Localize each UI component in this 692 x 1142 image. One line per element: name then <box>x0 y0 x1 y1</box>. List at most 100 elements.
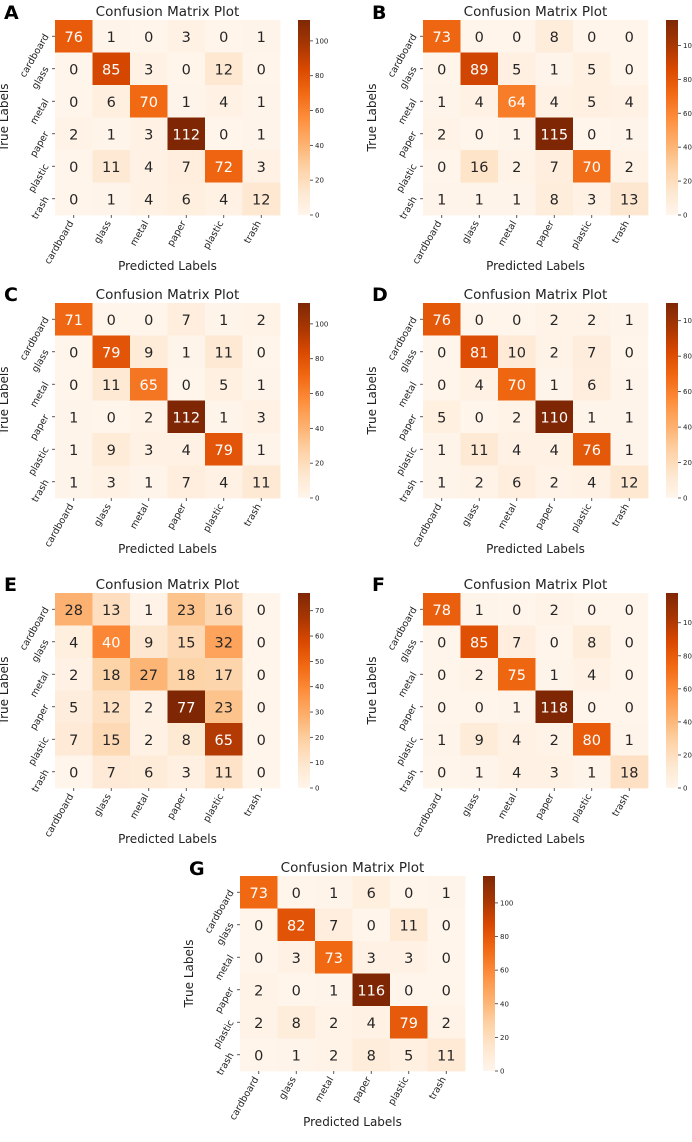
cell-value-label: 28 <box>65 603 83 619</box>
heatmap-cell <box>315 1006 353 1039</box>
y-tick-label: plastic <box>27 162 52 194</box>
cell-value-label: 0 <box>475 127 484 143</box>
heatmap-cell <box>92 182 131 216</box>
heatmap-cell <box>277 1006 316 1039</box>
y-tick-label: plastic <box>212 1018 237 1050</box>
heatmap-cell <box>130 433 168 466</box>
heatmap-cell <box>423 625 461 659</box>
heatmap-cell <box>460 52 499 86</box>
cell-value-label: 9 <box>144 635 153 651</box>
heatmap-cell <box>460 85 499 118</box>
cell-value-label: 17 <box>215 668 233 684</box>
cell-value-label: 0 <box>69 192 78 208</box>
heatmap-cell <box>390 1006 428 1039</box>
heatmap-cell <box>205 182 243 216</box>
cell-value-label: 112 <box>172 127 200 143</box>
heatmap-cell <box>130 658 168 691</box>
chart-title: Confusion Matrix Plot <box>464 287 608 303</box>
colorbar <box>666 20 678 215</box>
panel-letter: F <box>372 574 385 596</box>
cell-value-label: 0 <box>144 30 153 46</box>
heatmap-cell <box>390 941 428 974</box>
cell-value-label: 0 <box>437 62 446 78</box>
x-tick-label: trash <box>610 792 632 819</box>
colorbar-tick-label: 60 <box>683 685 692 693</box>
heatmap-cell <box>130 20 168 53</box>
cell-value-label: 1 <box>329 886 338 902</box>
heatmap-cell <box>242 690 281 724</box>
cell-value-label: 4 <box>512 765 521 781</box>
heatmap-cell <box>205 658 243 691</box>
cell-value-label: 0 <box>437 345 446 361</box>
heatmap-cell <box>423 303 461 336</box>
x-tick-label: metal <box>496 502 519 531</box>
cell-value-label: 3 <box>257 160 266 176</box>
cell-value-label: 1 <box>182 95 191 111</box>
cell-value-label: 2 <box>257 313 266 329</box>
cell-value-label: 1 <box>625 378 634 394</box>
chart-title: Confusion Matrix Plot <box>96 577 240 593</box>
heatmap-cell <box>242 368 281 401</box>
cell-value-label: 0 <box>442 983 451 999</box>
heatmap-cell <box>423 755 461 789</box>
heatmap-cell <box>352 908 391 942</box>
heatmap-cell <box>55 690 93 724</box>
cell-value-label: 4 <box>550 443 559 459</box>
x-tick-label: paper <box>534 792 557 822</box>
heatmap-cell <box>167 593 206 626</box>
heatmap-cell <box>573 690 611 724</box>
heatmap-cell <box>610 335 649 369</box>
x-tick-label: glass <box>92 219 114 246</box>
cell-value-label: 0 <box>257 345 266 361</box>
colorbar-tick-label: 40 <box>683 718 692 726</box>
x-tick-label: plastic <box>201 792 226 824</box>
cell-value-label: 1 <box>107 30 116 46</box>
cell-value-label: 3 <box>587 192 596 208</box>
cell-value-label: 5 <box>437 410 446 426</box>
heatmap-cell <box>242 150 281 183</box>
cell-value-label: 4 <box>475 95 484 111</box>
heatmap-cell <box>315 908 353 942</box>
heatmap-cell <box>242 433 281 466</box>
cell-value-label: 72 <box>215 160 233 176</box>
colorbar-tick-label: 0 <box>683 785 687 793</box>
colorbar-tick-label: 40 <box>683 144 692 152</box>
heatmap-cell <box>610 20 649 53</box>
y-tick-label: paper <box>396 130 419 160</box>
heatmap-cell <box>460 690 499 724</box>
y-axis-label: True Labels <box>0 84 11 153</box>
cell-value-label: 40 <box>102 635 120 651</box>
heatmap-cell <box>55 20 93 53</box>
heatmap-cell <box>460 400 499 434</box>
heatmap-cell <box>352 876 391 909</box>
x-tick-label: paper <box>351 1075 374 1105</box>
heatmap-cell <box>55 182 93 216</box>
cell-value-label: 23 <box>215 700 233 716</box>
x-axis-label: Predicted Labels <box>486 259 585 273</box>
heatmap-cell <box>205 52 243 86</box>
chart-title: Confusion Matrix Plot <box>281 860 425 876</box>
cell-value-label: 2 <box>512 410 521 426</box>
heatmap-cell <box>92 303 131 336</box>
x-tick-label: paper <box>166 219 189 249</box>
heatmap-cell <box>535 690 574 724</box>
heatmap-cell <box>498 335 536 369</box>
y-axis-label: True Labels <box>365 367 379 436</box>
colorbar-tick-label: 60 <box>500 967 509 975</box>
heatmap-cell <box>242 20 281 53</box>
cell-value-label: 12 <box>620 475 638 491</box>
heatmap-cell <box>535 723 574 756</box>
panel-letter: C <box>4 284 18 306</box>
heatmap-cell <box>610 690 649 724</box>
cell-value-label: 0 <box>437 378 446 394</box>
cell-value-label: 77 <box>177 700 195 716</box>
x-tick-label: cardboard <box>411 219 445 266</box>
x-tick-label: glass <box>92 792 114 819</box>
cell-value-label: 13 <box>102 603 120 619</box>
cell-value-label: 1 <box>219 313 228 329</box>
heatmap-cell <box>352 973 391 1007</box>
heatmap-cell <box>498 433 536 466</box>
cell-value-label: 2 <box>69 668 78 684</box>
y-tick-label: metal <box>396 97 419 126</box>
heatmap-cell <box>498 20 536 53</box>
